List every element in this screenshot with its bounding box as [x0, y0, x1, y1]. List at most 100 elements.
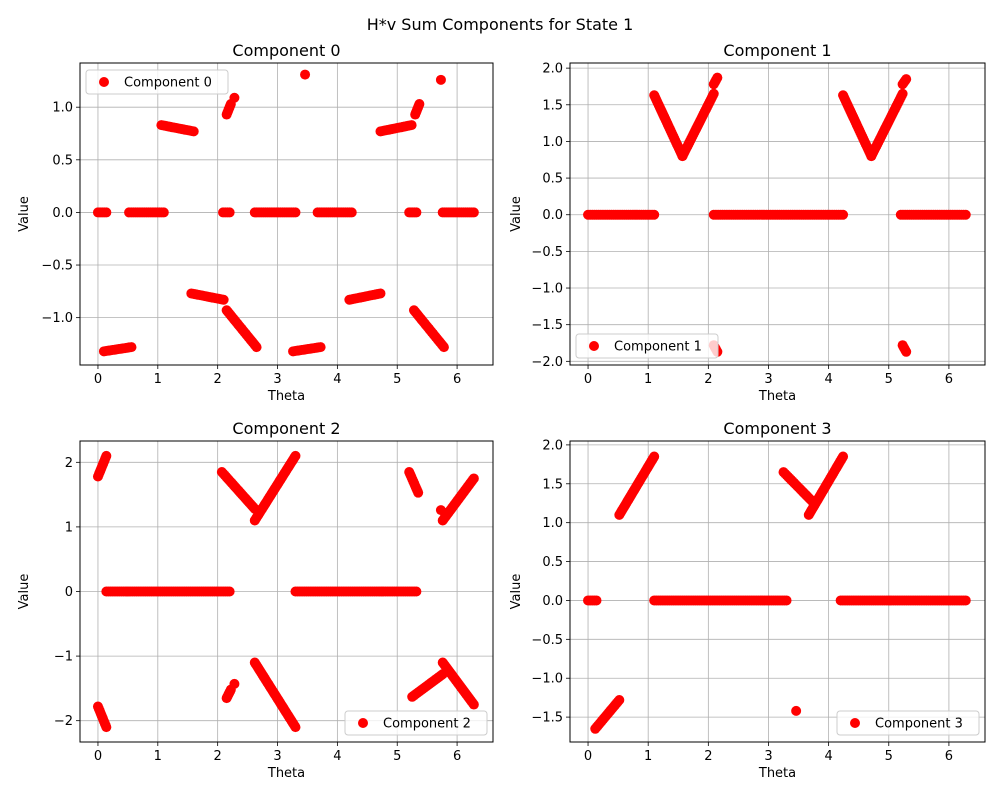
data-point	[468, 207, 479, 218]
legend-box	[344, 710, 488, 736]
y-tick-label: 0.5	[542, 172, 563, 187]
legend-box	[85, 69, 229, 95]
subplot-title: Component 2	[232, 419, 340, 438]
x-tick-label: 6	[945, 372, 953, 387]
data-point	[435, 505, 446, 516]
data-point	[101, 722, 112, 733]
subplot-title: Component 1	[723, 41, 831, 60]
legend-marker	[99, 77, 109, 87]
y-tick-label: 1.0	[542, 135, 563, 150]
data-point	[251, 342, 262, 353]
data-point	[712, 72, 723, 83]
y-tick-label: 2	[65, 456, 73, 471]
y-tick-label: 1.0	[52, 101, 73, 116]
y-tick-label: −1.0	[531, 282, 563, 297]
data-point	[838, 451, 849, 462]
y-tick-label: 0.0	[542, 208, 563, 223]
legend-label: Component 1	[614, 340, 702, 355]
data-point	[375, 288, 386, 299]
x-tick-label: 4	[333, 749, 341, 764]
y-tick-label: 0.0	[52, 206, 73, 221]
legend: Component 3	[836, 710, 980, 736]
legend-label: Component 2	[383, 717, 471, 732]
data-point	[229, 678, 240, 689]
x-tick-label: 5	[393, 372, 401, 387]
data-point	[781, 595, 792, 606]
y-tick-label: −1.0	[531, 672, 563, 687]
y-tick-label: 1	[65, 520, 73, 535]
x-tick-label: 1	[154, 372, 162, 387]
data-point	[468, 473, 479, 484]
x-tick-label: 6	[945, 749, 953, 764]
y-tick-label: 1.5	[542, 98, 563, 113]
figure-suptitle: H*v Sum Components for State 1	[367, 15, 634, 34]
y-tick-label: 0	[65, 585, 73, 600]
series-markers	[583, 72, 971, 357]
legend: Component 0	[85, 69, 229, 95]
subplot-component-3: 0 1 2 3 4 5 6 −1.5 −1.0 −0.5 0.0 0.5 1.0 1.5 2.0 Compon…	[509, 419, 986, 781]
y-tick-label: −2	[54, 714, 73, 729]
series-markers	[583, 451, 971, 734]
data-point	[591, 595, 602, 606]
data-point	[315, 342, 326, 353]
data-point	[101, 207, 112, 218]
x-tick-label: 1	[154, 749, 162, 764]
x-tick-label: 5	[393, 749, 401, 764]
x-axis-label: Theta	[758, 389, 796, 404]
x-tick-label: 1	[644, 749, 652, 764]
data-point	[218, 294, 229, 305]
x-tick-label: 3	[764, 749, 772, 764]
axes-frame	[569, 62, 986, 366]
data-point	[411, 207, 422, 218]
x-tick-label: 5	[885, 372, 893, 387]
x-axis-label: Theta	[267, 766, 305, 781]
data-point	[838, 209, 849, 220]
y-tick-label: −2.0	[531, 355, 563, 370]
subplot-component-1: 0 1 2 3 4 5 6 −2.0 −1.5 −1.0 −0.5 0.0 0.5 1.0 1.5 2.0 Co…	[509, 41, 986, 404]
x-tick-label: 6	[453, 749, 461, 764]
data-point	[897, 88, 908, 99]
x-tick-label: 1	[644, 372, 652, 387]
data-point	[224, 207, 235, 218]
x-tick-label: 0	[94, 749, 102, 764]
series-markers	[92, 450, 479, 733]
series-markers	[92, 69, 479, 357]
legend-box	[836, 710, 980, 736]
y-tick-label: −0.5	[531, 245, 563, 260]
x-tick-label: 4	[333, 372, 341, 387]
y-tick-label: 1.0	[542, 516, 563, 531]
data-point	[224, 586, 235, 597]
data-point	[649, 209, 660, 220]
y-tick-label: −0.5	[531, 633, 563, 648]
x-tick-label: 2	[214, 372, 222, 387]
data-point	[614, 695, 625, 705]
data-point	[300, 69, 311, 80]
data-point	[413, 487, 424, 498]
axes-frame	[79, 62, 494, 366]
data-point	[126, 342, 137, 353]
x-tick-label: 2	[214, 749, 222, 764]
y-tick-label: −1.5	[531, 318, 563, 333]
subplot-component-2: 0 1 2 3 4 5 6 −2 −1 0 1 2 Component 2 Theta Value Compo…	[17, 419, 494, 781]
data-point	[188, 126, 199, 137]
x-tick-label: 3	[273, 372, 281, 387]
axes-frame	[569, 440, 986, 743]
data-point	[468, 699, 479, 710]
data-point	[346, 207, 357, 218]
y-axis-label: Value	[17, 196, 32, 232]
data-point	[901, 346, 912, 357]
data-point	[290, 450, 301, 461]
legend-marker	[358, 718, 368, 728]
x-tick-label: 3	[273, 749, 281, 764]
data-point	[101, 450, 112, 461]
subplot-title: Component 0	[232, 41, 340, 60]
subplot-title: Component 3	[723, 419, 831, 438]
x-tick-label: 0	[584, 372, 592, 387]
y-tick-label: 0.5	[52, 153, 73, 168]
data-point	[414, 99, 425, 110]
data-point	[435, 74, 446, 85]
data-point	[406, 120, 417, 131]
y-tick-label: −0.5	[41, 259, 73, 274]
legend-label: Component 0	[124, 76, 212, 91]
y-tick-label: 2.0	[542, 438, 563, 453]
